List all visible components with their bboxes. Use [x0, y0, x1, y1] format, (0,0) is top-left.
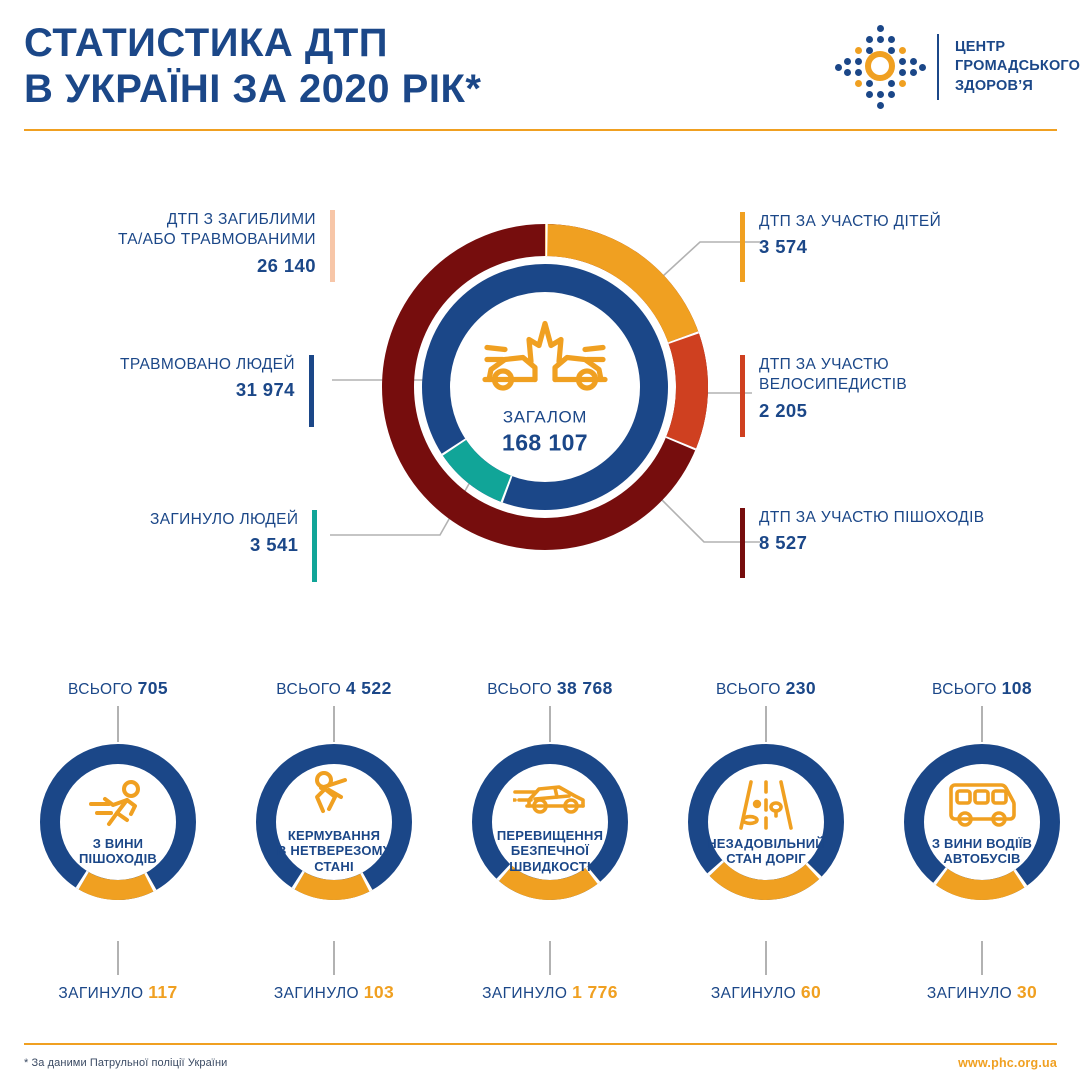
callout-label: ДТП ЗА УЧАСТЮ ВЕЛОСИПЕДИСТІВ: [759, 356, 908, 394]
card-stem-bottom: [549, 941, 551, 975]
callout-color-bar: [329, 210, 335, 282]
website-link[interactable]: www.phc.org.ua: [958, 1056, 1057, 1070]
card-killed-value: 1 776: [572, 982, 618, 1002]
card-killed-label: ЗАГИНУЛО 30: [926, 982, 1038, 1002]
footnote: * За даними Патрульної поліції України: [24, 1057, 228, 1069]
card-total-label: ВСЬОГО 108: [931, 678, 1032, 698]
callout-label: ТРАВМОВАНО ЛЮДЕЙ: [120, 356, 295, 373]
card-total-value: 705: [137, 678, 168, 698]
logo-text: ЦЕНТР ГРОМАДСЬКОГО ЗДОРОВ’Я: [955, 39, 1081, 94]
cause-card-bad-roads[interactable]: ВСЬОГО 230: [658, 660, 874, 1015]
card-killed-label: ЗАГИНУЛО 103: [273, 982, 395, 1002]
card-ring: КЕРМУВАННЯ В НЕТВЕРЕЗОМУ СТАНІ: [254, 742, 414, 902]
card-stem-top: [765, 706, 767, 742]
footer-divider: [24, 1043, 1057, 1045]
card-stem-top: [981, 706, 983, 742]
callout-value: 3 574: [759, 236, 808, 258]
cause-cards-section: ВСЬОГО 705: [0, 660, 1081, 1015]
callout-deaths-injuries[interactable]: ДТП З ЗАГИБЛИМИ ТА/АБО ТРАВМОВАНИМИ 26 1…: [118, 210, 335, 282]
card-stem-bottom: [765, 941, 767, 975]
card-killed-value: 103: [363, 982, 395, 1002]
card-killed-label: ЗАГИНУЛО 60: [710, 982, 822, 1002]
card-stem-top: [333, 706, 335, 742]
header: СТАТИСТИКА ДТП В УКРАЇНІ ЗА 2020 РІК*: [0, 0, 1081, 135]
callout-killed-people[interactable]: ЗАГИНУЛО ЛЮДЕЙ 3 541: [150, 510, 318, 582]
cause-card-bus-drivers[interactable]: ВСЬОГО 108: [874, 660, 1081, 1015]
phc-logo: ЦЕНТР ГРОМАДСЬКОГО ЗДОРОВ’Я: [835, 24, 1080, 110]
card-total-value: 4 522: [345, 678, 392, 698]
card-stem-top: [549, 706, 551, 742]
callout-label: ДТП З ЗАГИБЛИМИ ТА/АБО ТРАВМОВАНИМИ: [118, 211, 316, 249]
callout-color-bar: [740, 355, 745, 437]
callout-pedestrians[interactable]: ДТП ЗА УЧАСТЮ ПІШОХОДІВ 8 527: [740, 508, 984, 578]
card-killed-label: ЗАГИНУЛО 1 776: [482, 982, 618, 1002]
card-total-label: ВСЬОГО 230: [715, 678, 816, 698]
card-killed-value: 60: [800, 982, 822, 1002]
callout-injured-people[interactable]: ТРАВМОВАНО ЛЮДЕЙ 31 974: [120, 355, 314, 427]
card-total-value: 38 768: [556, 678, 613, 698]
card-killed-label: ЗАГИНУЛО 117: [58, 982, 178, 1002]
callout-color-bar: [740, 508, 745, 578]
logo-divider: [937, 34, 939, 100]
callout-value: 3 541: [250, 534, 299, 556]
callout-label: ДТП ЗА УЧАСТЮ ДІТЕЙ: [759, 213, 942, 230]
page-title: СТАТИСТИКА ДТП В УКРАЇНІ ЗА 2020 РІК*: [24, 21, 482, 112]
card-ring: НЕЗАДОВІЛЬНИЙ СТАН ДОРІГ: [686, 742, 846, 902]
callout-children[interactable]: ДТП ЗА УЧАСТЮ ДІТЕЙ 3 574: [740, 212, 941, 282]
card-stem-bottom: [117, 941, 119, 975]
callout-value: 2 205: [759, 399, 808, 421]
cause-card-pedestrian-fault[interactable]: ВСЬОГО 705: [10, 660, 226, 1015]
callout-color-bar: [308, 355, 314, 427]
card-stem-top: [117, 706, 119, 742]
card-killed-value: 30: [1016, 982, 1038, 1002]
callout-value: 31 974: [235, 379, 295, 401]
card-ring: З ВИНИ ВОДІЇВ АВТОБУСІВ: [902, 742, 1062, 902]
logo-dots-icon: [835, 24, 927, 110]
card-total-value: 230: [785, 678, 816, 698]
callout-color-bar: [740, 212, 745, 282]
callout-color-bar: [312, 510, 318, 582]
donut-section: ЗАГАЛОМ 168 107 ДТП З ЗАГИБЛИМИ ТА/АБО Т…: [0, 150, 1081, 620]
cause-card-drunk-driving[interactable]: ВСЬОГО 4 522: [226, 660, 442, 1015]
callout-label: ЗАГИНУЛО ЛЮДЕЙ: [150, 511, 299, 528]
callout-value: 26 140: [256, 254, 316, 276]
callout-label: ДТП ЗА УЧАСТЮ ПІШОХОДІВ: [759, 509, 985, 526]
cause-card-speeding[interactable]: ВСЬОГО 38 768: [442, 660, 658, 1015]
card-stem-bottom: [981, 941, 983, 975]
card-total-label: ВСЬОГО 705: [67, 678, 168, 698]
card-stem-bottom: [333, 941, 335, 975]
card-total-label: ВСЬОГО 38 768: [487, 678, 613, 698]
callout-cyclists[interactable]: ДТП ЗА УЧАСТЮ ВЕЛОСИПЕДИСТІВ 2 205: [740, 355, 907, 437]
card-ring: ПЕРЕВИЩЕННЯ БЕЗПЕЧНОЇ ШВИДКОСТІ: [470, 742, 630, 902]
callout-value: 8 527: [759, 532, 808, 554]
card-killed-value: 117: [148, 982, 178, 1002]
main-donut-chart: ЗАГАЛОМ 168 107: [370, 212, 720, 562]
card-total-label: ВСЬОГО 4 522: [276, 678, 392, 698]
card-ring: З ВИНИ ПІШОХОДІВ: [38, 742, 198, 902]
card-total-value: 108: [1001, 678, 1032, 698]
logo-ring-icon: [865, 51, 895, 81]
header-divider: [24, 129, 1057, 131]
